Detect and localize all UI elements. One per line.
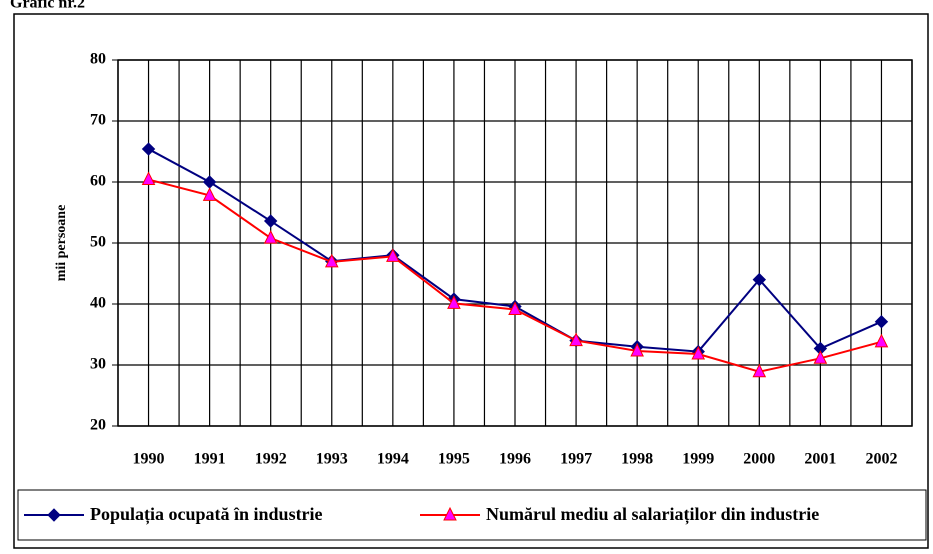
x-tick-label: 1991 <box>194 451 226 468</box>
y-tick-label: 70 <box>90 112 106 129</box>
y-tick-label: 50 <box>90 234 106 251</box>
data-point <box>447 295 461 309</box>
legend-marker <box>443 506 457 521</box>
x-tick-label: 2000 <box>743 451 775 468</box>
x-tick-label: 1990 <box>133 451 165 468</box>
data-point <box>752 363 767 378</box>
x-tick-label: 1993 <box>316 451 348 468</box>
data-point <box>508 301 522 315</box>
y-tick-label: 20 <box>90 417 106 434</box>
x-tick-label: 1999 <box>682 451 714 468</box>
y-axis-label: mii persoane <box>54 205 69 282</box>
legend-marker <box>47 508 61 522</box>
data-point <box>386 248 400 262</box>
chart-title: Grafic nr.2 <box>10 0 85 12</box>
x-tick-label: 1995 <box>438 451 470 468</box>
data-point <box>141 171 156 186</box>
data-point <box>202 187 217 201</box>
data-point <box>141 142 156 156</box>
x-tick-label: 1996 <box>499 451 531 468</box>
x-tick-label: 2001 <box>804 451 836 468</box>
x-tick-label: 1998 <box>621 451 653 468</box>
data-point <box>263 214 278 228</box>
data-point <box>752 272 767 287</box>
chart-border <box>13 13 929 549</box>
data-point <box>202 175 217 189</box>
x-tick-label: 1992 <box>255 451 287 468</box>
y-tick-label: 40 <box>90 295 106 312</box>
data-point <box>630 342 644 357</box>
y-tick-label: 80 <box>90 51 106 68</box>
y-tick-label: 60 <box>90 173 106 190</box>
legend-label: Populația ocupată în industrie <box>90 504 323 525</box>
legend-box <box>17 489 927 541</box>
data-point <box>874 314 889 329</box>
data-point <box>874 333 889 348</box>
plot-frame <box>117 59 913 427</box>
x-tick-label: 1997 <box>560 451 592 468</box>
data-point <box>263 230 278 244</box>
data-point <box>324 253 339 268</box>
data-point <box>569 332 583 347</box>
x-tick-label: 2002 <box>865 451 897 468</box>
y-tick-label: 30 <box>90 356 106 373</box>
data-point <box>813 350 828 364</box>
data-point <box>691 345 706 360</box>
x-tick-label: 1994 <box>377 451 409 468</box>
legend-label: Numărul mediu al salariaților din indust… <box>486 504 819 525</box>
